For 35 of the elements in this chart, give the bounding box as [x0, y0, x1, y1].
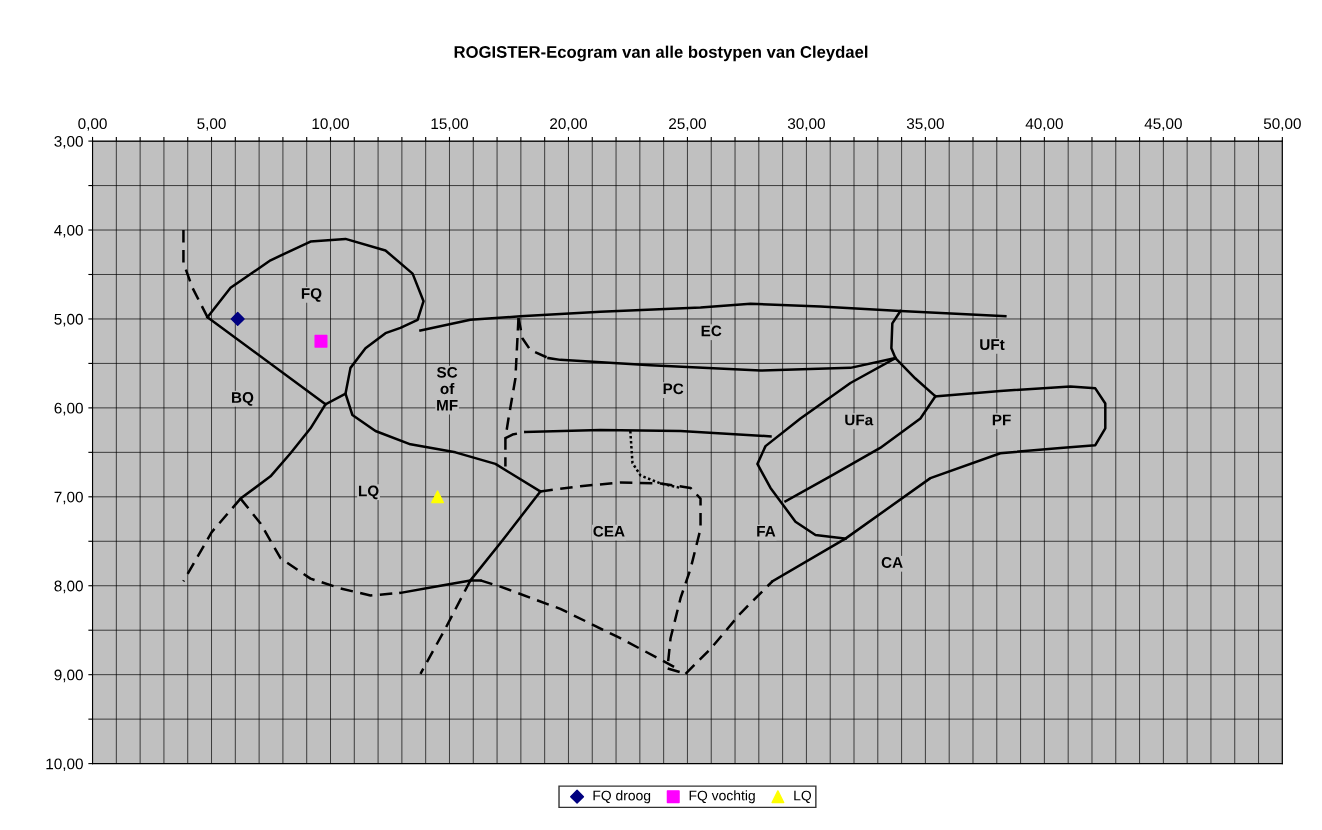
x-tick-label: 10,00 — [312, 118, 350, 131]
x-tick-label: 0,00 — [78, 118, 107, 131]
x-tick-label: 50,00 — [1263, 118, 1301, 131]
x-tick-label: 45,00 — [1144, 118, 1182, 131]
y-tick-label: 10,00 — [46, 758, 83, 772]
annotation: FQ — [301, 288, 322, 302]
y-tick-label: 7,00 — [54, 491, 83, 505]
annotation: CEA — [593, 525, 625, 537]
legend-label: LQ — [794, 790, 812, 803]
x-tick-label: 15,00 — [431, 118, 468, 131]
annotation: FA — [757, 526, 776, 537]
annotation: BQ — [232, 392, 254, 406]
annotation: PC — [663, 383, 684, 395]
y-tick-label: 9,00 — [54, 669, 83, 683]
x-tick-label: 30,00 — [787, 118, 825, 131]
y-tick-label: 5,00 — [54, 313, 83, 327]
x-tick-label: 35,00 — [906, 118, 944, 131]
x-tick-label: 5,00 — [197, 118, 226, 131]
annotation: PF — [992, 414, 1011, 426]
x-tick-label: 20,00 — [550, 118, 587, 131]
annotation: CA — [881, 557, 903, 568]
chart-title: ROGISTER-Ecogram van alle bostypen van Cleydael — [454, 45, 868, 62]
x-tick-label: 40,00 — [1025, 118, 1063, 131]
y-tick-label: 6,00 — [54, 402, 83, 416]
annotation: UFt — [980, 339, 1005, 350]
annotation: EC — [701, 325, 722, 337]
annotation: LQ — [358, 485, 379, 500]
annotation: UFa — [845, 414, 874, 426]
y-tick-label: 3,00 — [54, 135, 83, 149]
annotation: SC of MF — [436, 366, 458, 411]
legend-label: FQ droog — [593, 790, 651, 804]
legend-label: FQ vochtig — [689, 790, 755, 804]
y-tick-label: 4,00 — [54, 224, 83, 238]
x-tick-label: 25,00 — [669, 118, 706, 131]
y-tick-label: 8,00 — [54, 580, 83, 594]
